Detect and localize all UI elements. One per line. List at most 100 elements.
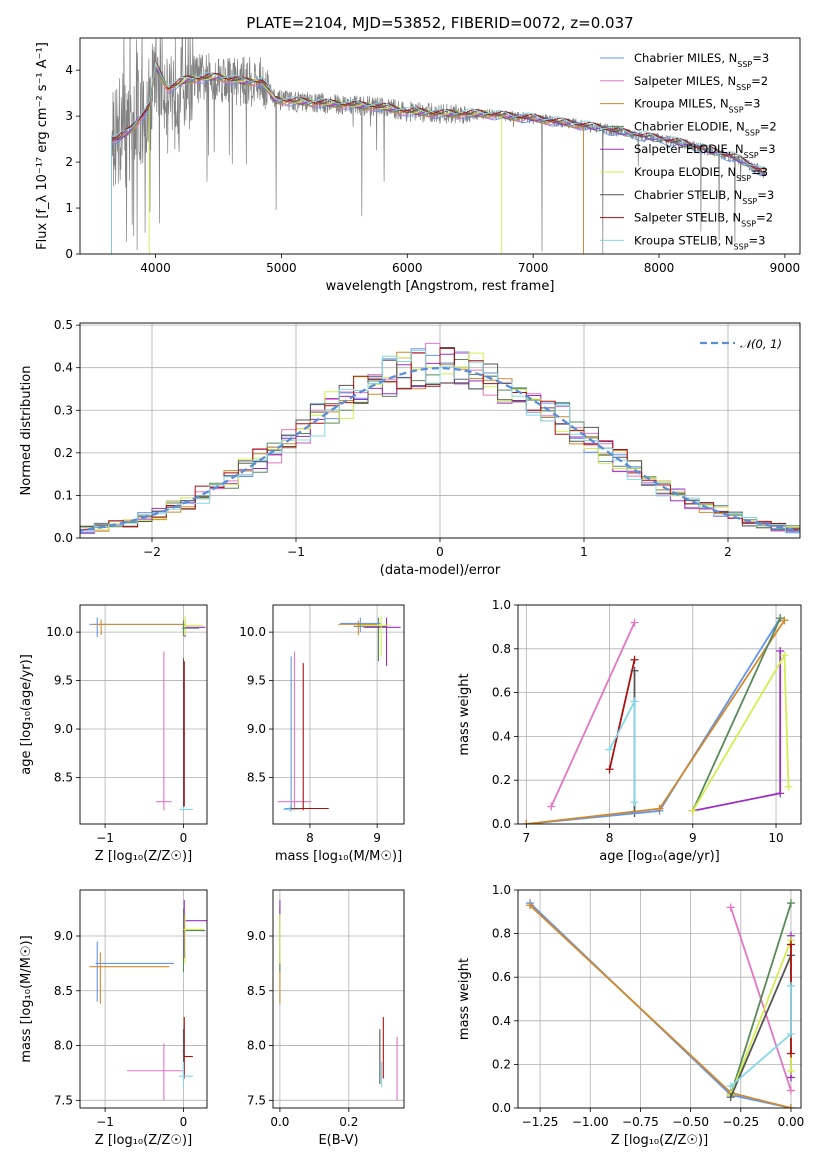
x-tick-label: 9 xyxy=(689,831,697,845)
legend-label: Kroupa MILES, N xyxy=(634,97,729,111)
x-tick-label: 0 xyxy=(436,545,444,559)
x-axis-label: Z [log₁₀(Z/Z☉)] xyxy=(95,849,192,864)
y-axis-label: Normed distribution xyxy=(19,366,34,496)
weight-marker-kroupa_elodie xyxy=(784,782,793,791)
x-tick-label: 9 xyxy=(373,831,381,845)
y-tick-label: 0.4 xyxy=(492,729,511,743)
y-tick-label: 10.0 xyxy=(239,625,266,639)
x-tick-label: 2 xyxy=(724,545,732,559)
weight-marker-salpeter_elodie xyxy=(776,646,785,655)
legend-suffix: =3 xyxy=(757,188,774,202)
model-spectrum-salpeter_stelib xyxy=(111,59,767,254)
legend-subscript: SSP xyxy=(741,219,756,228)
axes-frame xyxy=(517,889,802,1109)
x-tick-label: −2 xyxy=(143,545,161,559)
weight-line-chabrier_elodie xyxy=(729,902,792,1096)
x-tick-label: −1.00 xyxy=(572,1115,609,1129)
x-tick-label: −0.25 xyxy=(722,1115,759,1129)
legend-label: Salpeter MILES, N xyxy=(634,74,736,88)
y-tick-label: 0.0 xyxy=(492,817,511,831)
y-tick-label: 0.2 xyxy=(492,773,511,787)
x-tick-label: −1 xyxy=(287,545,305,559)
x-tick-label: −0.50 xyxy=(672,1115,709,1129)
weight-line-kroupa_miles xyxy=(529,904,792,1108)
y-tick-label: 0.6 xyxy=(492,970,511,984)
spectrum-axes: 4000 5000 6000 7000 8000 9000 0 1 2 3 4 wavelength … xyxy=(35,42,800,294)
model-spectrum-salpeter_miles xyxy=(111,64,584,254)
x-tick-label: 10 xyxy=(768,831,783,845)
y-axis-label: age [log₁₀(age/yr)] xyxy=(19,654,34,775)
weight-line-chabrier_elodie xyxy=(691,617,782,812)
y-tick-label: 0.6 xyxy=(492,686,511,700)
legend-entry: Chabrier ELODIE, NSSP=2 xyxy=(634,119,777,137)
residuals-plot xyxy=(80,342,800,536)
x-axis-label: Z [log₁₀(Z/Z☉)] xyxy=(611,1133,708,1148)
mass_vs_z-plot xyxy=(89,899,207,1101)
legend-subscript: SSP xyxy=(744,151,759,160)
legend-label: Salpeter STELIB, N xyxy=(634,211,741,225)
legend-subscript: SSP xyxy=(729,105,744,114)
x-tick-label: 7 xyxy=(523,831,531,845)
legend-label: Kroupa ELODIE, N xyxy=(634,165,736,179)
y-axis-label: mass weight xyxy=(457,673,472,755)
y-tick-label: 8.0 xyxy=(247,1039,266,1053)
x-tick-label: −1 xyxy=(96,831,114,845)
weight-marker-chabrier_elodie xyxy=(776,614,785,623)
legend-entry: Kroupa STELIB, NSSP=3 xyxy=(634,233,765,251)
y-tick-label: 9.0 xyxy=(247,929,266,943)
x-axis-label: E(B-V) xyxy=(318,1133,358,1148)
x-tick-label: 9000 xyxy=(770,261,801,275)
y-tick-label: 9.5 xyxy=(54,674,73,688)
x-axis-label: (data-model)/error xyxy=(380,563,501,578)
axes-frame xyxy=(79,37,801,255)
y-tick-label: 8.5 xyxy=(54,984,73,998)
legend-entry: Salpeter MILES, NSSP=2 xyxy=(634,74,768,92)
y-tick-label: 7.5 xyxy=(247,1093,266,1107)
age_vs_mass-axes: 8 9 8.5 9.0 9.5 10.0 mass [log₁₀(M/M☉)] xyxy=(239,605,404,864)
y-tick-label: 1.0 xyxy=(492,598,511,612)
legend-subscript: SSP xyxy=(734,242,749,251)
legend-subscript: SSP xyxy=(736,82,751,91)
weight-marker-salpeter_elodie xyxy=(776,789,785,798)
y-tick-label: 0.2 xyxy=(492,1057,511,1071)
y-tick-label: 0 xyxy=(65,247,73,261)
legend-suffix: =3 xyxy=(749,233,766,247)
y-tick-label: 0.5 xyxy=(54,318,73,332)
weight-marker-chabrier_stelib xyxy=(726,1093,735,1102)
y-tick-label: 0.2 xyxy=(54,446,73,460)
weight-marker-kroupa_stelib xyxy=(630,798,639,807)
y-tick-label: 8.5 xyxy=(247,770,266,784)
weight-marker-salpeter_stelib xyxy=(786,1049,795,1058)
weight-marker-kroupa_stelib xyxy=(605,745,614,754)
age_vs_mass-plot xyxy=(277,615,401,812)
weight-marker-salpeter_miles xyxy=(630,618,639,627)
x-tick-label: 5000 xyxy=(266,261,297,275)
weight-marker-kroupa_stelib xyxy=(630,697,639,706)
y-tick-label: 8.5 xyxy=(247,984,266,998)
model-spectrum-chabrier_elodie xyxy=(111,67,767,254)
weight-marker-kroupa_stelib xyxy=(726,1082,735,1091)
weight-marker-salpeter_stelib xyxy=(630,655,639,664)
legend-label: Chabrier ELODIE, N xyxy=(634,119,745,133)
y-tick-label: 0.0 xyxy=(54,531,73,545)
x-tick-label: 6000 xyxy=(392,261,423,275)
y-tick-label: 8.5 xyxy=(54,770,73,784)
y-tick-label: 0.4 xyxy=(492,1014,511,1028)
y-tick-label: 0.8 xyxy=(492,927,511,941)
x-tick-label: 0 xyxy=(180,831,188,845)
model-spectrum-chabrier_miles xyxy=(111,64,767,254)
y-axis-label: mass [log₁₀(M/M☉)] xyxy=(19,935,34,1062)
legend-label: Kroupa STELIB, N xyxy=(634,233,734,247)
weight-marker-salpeter_miles xyxy=(726,903,735,912)
legend-suffix: =2 xyxy=(760,119,777,133)
x-tick-label: −1.25 xyxy=(522,1115,559,1129)
x-tick-label: 1 xyxy=(580,545,588,559)
x-tick-label: −1 xyxy=(96,1115,114,1129)
x-tick-label: 0.0 xyxy=(270,1115,289,1129)
weight-marker-kroupa_elodie xyxy=(780,651,789,660)
y-tick-label: 9.0 xyxy=(54,929,73,943)
legend-subscript: SSP xyxy=(745,128,760,137)
x-axis-label: Z [log₁₀(Z/Z☉)] xyxy=(95,1133,192,1148)
model-spectrum-kroupa_elodie xyxy=(148,63,503,254)
